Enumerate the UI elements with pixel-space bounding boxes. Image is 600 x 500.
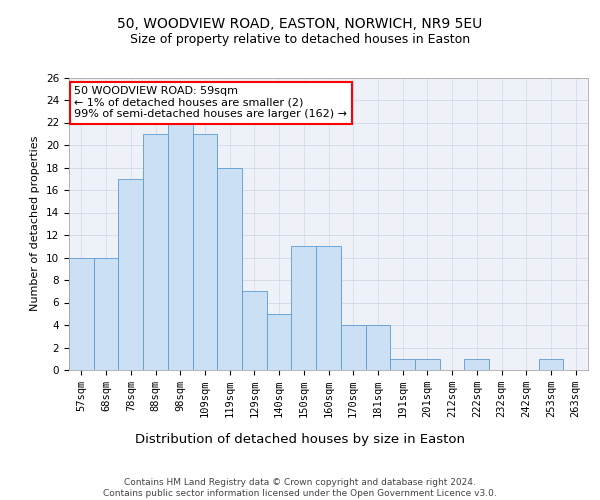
Bar xyxy=(193,134,217,370)
Bar xyxy=(118,179,143,370)
Text: Size of property relative to detached houses in Easton: Size of property relative to detached ho… xyxy=(130,32,470,46)
Text: 50 WOODVIEW ROAD: 59sqm
← 1% of detached houses are smaller (2)
99% of semi-deta: 50 WOODVIEW ROAD: 59sqm ← 1% of detached… xyxy=(74,86,347,120)
Bar xyxy=(341,325,365,370)
Bar xyxy=(390,359,415,370)
Bar xyxy=(292,246,316,370)
Bar xyxy=(94,258,118,370)
Bar xyxy=(415,359,440,370)
Text: Distribution of detached houses by size in Easton: Distribution of detached houses by size … xyxy=(135,432,465,446)
Bar xyxy=(464,359,489,370)
Bar xyxy=(365,325,390,370)
Bar xyxy=(242,291,267,370)
Text: Contains HM Land Registry data © Crown copyright and database right 2024.
Contai: Contains HM Land Registry data © Crown c… xyxy=(103,478,497,498)
Bar xyxy=(316,246,341,370)
Text: 50, WOODVIEW ROAD, EASTON, NORWICH, NR9 5EU: 50, WOODVIEW ROAD, EASTON, NORWICH, NR9 … xyxy=(118,18,482,32)
Bar xyxy=(69,258,94,370)
Bar xyxy=(539,359,563,370)
Bar xyxy=(267,314,292,370)
Y-axis label: Number of detached properties: Number of detached properties xyxy=(31,136,40,312)
Bar xyxy=(217,168,242,370)
Bar xyxy=(168,122,193,370)
Bar xyxy=(143,134,168,370)
